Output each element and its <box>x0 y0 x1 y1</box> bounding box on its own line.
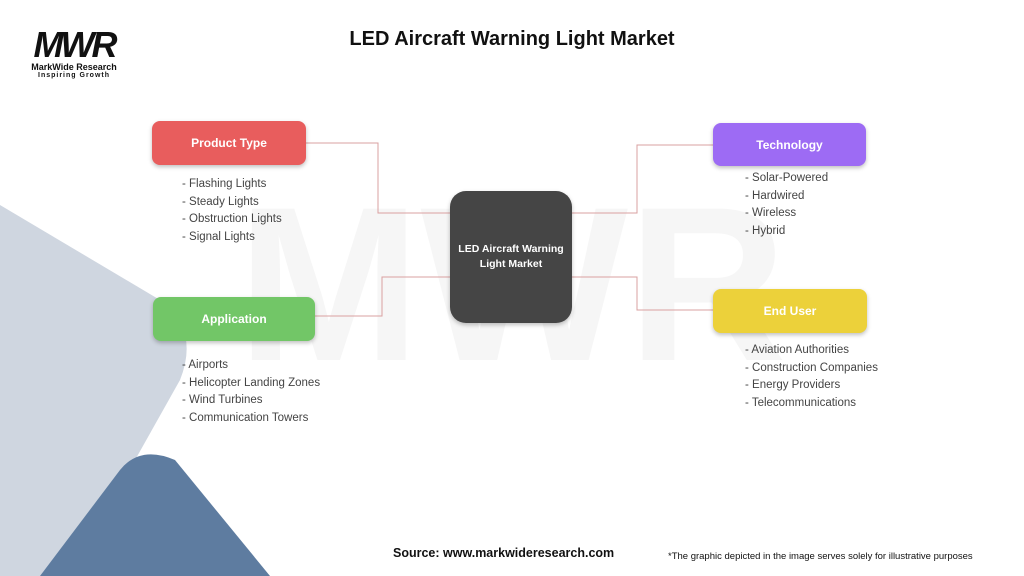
logo-name: MarkWide Research <box>31 62 117 72</box>
connector-end-user <box>565 276 713 311</box>
page-title: LED Aircraft Warning Light Market <box>349 28 675 50</box>
list-item: - Signal Lights <box>182 230 255 243</box>
technology-list: - Solar-Powered - Hardwired - Wireless -… <box>745 170 828 240</box>
list-item: - Hybrid <box>745 224 786 237</box>
list-item: - Communication Towers <box>182 411 309 424</box>
node-technology: Technology <box>713 123 866 166</box>
list-item: - Flashing Lights <box>182 178 267 190</box>
connector-application <box>315 276 450 317</box>
bg-shape-dark <box>40 454 270 576</box>
center-node: LED Aircraft Warning Light Market <box>450 191 572 323</box>
list-item: - Wireless <box>745 207 797 220</box>
logo-mark: MWR <box>33 24 118 65</box>
source-text: Source: www.markwideresearch.com <box>393 546 615 560</box>
node-product-type: Product Type <box>152 121 306 165</box>
list-item: - Aviation Authorities <box>745 344 849 356</box>
node-end-user: End User <box>713 289 867 333</box>
logo: MWR MarkWide Research Inspiring Growth <box>22 24 126 80</box>
list-item: - Construction Companies <box>745 361 878 374</box>
list-item: - Solar-Powered <box>745 172 829 184</box>
disclaimer-text: *The graphic depicted in the image serve… <box>668 551 973 562</box>
list-item: - Obstruction Lights <box>182 213 282 226</box>
connector-product-type <box>306 142 450 214</box>
product-type-list: - Flashing Lights - Steady Lights - Obst… <box>182 176 282 246</box>
list-item: - Helicopter Landing Zones <box>182 376 321 389</box>
list-item: - Airports <box>182 359 229 371</box>
list-item: - Steady Lights <box>182 195 259 208</box>
list-item: - Hardwired <box>745 189 805 202</box>
bg-shape-light <box>0 205 187 576</box>
end-user-list: - Aviation Authorities - Construction Co… <box>745 342 878 412</box>
connector-technology <box>565 144 713 214</box>
logo-tagline: Inspiring Growth <box>38 72 110 79</box>
list-item: - Wind Turbines <box>182 394 263 407</box>
node-application: Application <box>153 297 315 341</box>
list-item: - Telecommunications <box>745 396 857 409</box>
application-list: - Airports - Helicopter Landing Zones - … <box>182 357 320 427</box>
list-item: - Energy Providers <box>745 379 841 392</box>
